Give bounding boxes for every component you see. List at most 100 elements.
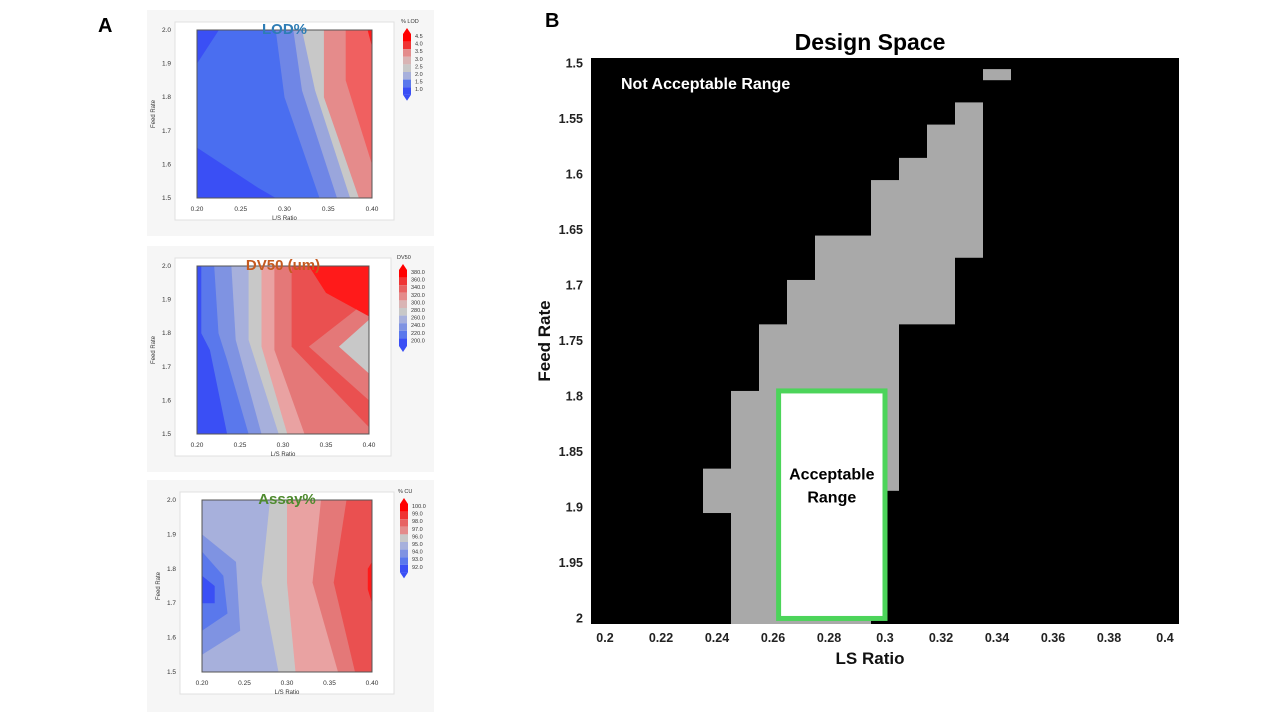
contour-band-3	[202, 575, 215, 604]
y-tick-label: 1.5	[167, 669, 176, 676]
legend-swatch	[400, 519, 408, 527]
legend-level-label: 2.0	[415, 72, 423, 78]
y-tick-label: 1.5	[162, 431, 171, 438]
assay-contour-svg: 0.20 0.25 0.30 0.35 0.40 1.5 1.6 1.7 1.8 1.9 2.0 L/…	[156, 489, 426, 696]
contour-bands	[197, 30, 372, 198]
x-axis-label: L/S Ratio	[271, 452, 296, 458]
legend-swatch	[400, 564, 408, 573]
x-axis-label: L/S Ratio	[272, 216, 297, 222]
x-tick-label: 0.26	[761, 631, 785, 645]
x-tick-label: 0.35	[320, 442, 333, 449]
legend-swatch	[400, 534, 408, 542]
x-tick-label: 0.25	[238, 680, 251, 687]
legend-swatch	[400, 504, 408, 512]
y-tick-label: 2.0	[167, 497, 176, 504]
x-tick-label: 0.36	[1041, 631, 1065, 645]
x-tick-label: 0.24	[705, 631, 729, 645]
legend-swatch	[399, 292, 407, 301]
y-tick-label: 1.8	[566, 389, 583, 403]
legend-title: % CU	[398, 489, 412, 495]
y-tick-label: 1.95	[559, 556, 583, 570]
grey-cell	[983, 69, 1011, 81]
y-tick-label: 1.75	[559, 334, 583, 348]
x-tick-label: 0.30	[277, 442, 290, 449]
y-tick-label: 1.6	[566, 168, 583, 182]
legend-top-arrow	[399, 264, 407, 270]
legend-swatch	[403, 72, 411, 80]
y-tick-label: 1.8	[162, 94, 171, 101]
x-tick-label: 0.40	[366, 680, 379, 687]
legend-level-label: 240.0	[411, 323, 425, 329]
grey-cell	[927, 124, 955, 325]
y-tick-label: 1.8	[162, 330, 171, 337]
legend-level-label: 97.0	[412, 527, 423, 533]
acceptable-label-line1: Acceptable	[789, 467, 874, 484]
x-tick-label: 0.38	[1097, 631, 1121, 645]
legend-swatch	[399, 338, 407, 346]
y-tick-label: 1.7	[162, 128, 171, 135]
x-axis-label: LS Ratio	[836, 649, 905, 668]
x-tick-label: 0.34	[985, 631, 1009, 645]
legend-level-label: 360.0	[411, 278, 425, 284]
contour-band-7	[345, 30, 372, 165]
legend-swatch	[403, 64, 411, 72]
panel-label-b: B	[545, 10, 560, 32]
legend-level-label: 340.0	[411, 285, 425, 291]
legend-level-label: 1.0	[415, 87, 423, 93]
y-tick-label: 2.0	[162, 263, 171, 270]
x-tick-label: 0.22	[649, 631, 673, 645]
x-tick-label: 0.2	[596, 631, 613, 645]
x-tick-label: 0.30	[278, 206, 291, 213]
plot-border	[196, 29, 373, 199]
x-tick-label: 0.30	[281, 680, 294, 687]
y-axis-label: Feed Rate	[535, 300, 554, 381]
grey-cell	[899, 157, 927, 325]
y-tick-label: 1.6	[162, 161, 171, 168]
y-tick-label: 1.7	[167, 600, 176, 607]
contour-bands	[197, 266, 369, 434]
y-tick-label: 1.8	[167, 566, 176, 573]
legend-title: DV50	[397, 255, 411, 261]
design-space-chart: Not Acceptable Range Acceptable Range Desig…	[535, 29, 1179, 668]
legend-level-label: 92.0	[412, 565, 423, 571]
legend-bottom-arrow	[399, 346, 407, 352]
y-tick-label: 1.7	[566, 279, 583, 293]
legend-level-label: 4.5	[415, 34, 423, 40]
contour-band-7	[333, 500, 372, 672]
y-tick-label: 1.6	[162, 397, 171, 404]
legend-level-label: 3.0	[415, 57, 423, 63]
plot-border	[201, 499, 373, 673]
x-tick-label: 0.28	[817, 631, 841, 645]
not-acceptable-label: Not Acceptable Range	[621, 76, 790, 93]
contour-band-1	[197, 147, 276, 198]
legend-level-label: 200.0	[411, 338, 425, 344]
x-tick-label: 0.25	[234, 206, 247, 213]
legend-swatch	[399, 323, 407, 331]
legend-swatch	[399, 315, 407, 324]
panel-label-a: A	[98, 15, 113, 37]
legend-bottom-arrow	[400, 572, 408, 579]
chart-title: DV50 (um)	[246, 257, 320, 274]
y-tick-label: 1.9	[162, 297, 171, 304]
x-tick-label: 0.4	[1156, 631, 1173, 645]
legend-swatch	[399, 330, 407, 339]
legend-level-label: 99.0	[412, 512, 423, 518]
y-axis-label: Feed Rate	[156, 571, 162, 600]
x-tick-label: 0.20	[191, 206, 204, 213]
x-tick-label: 0.32	[929, 631, 953, 645]
assay-contour-chart: 0.20 0.25 0.30 0.35 0.40 1.5 1.6 1.7 1.8 1.9 2.0 L/…	[147, 480, 434, 712]
acceptable-region	[776, 388, 888, 621]
legend-swatch	[400, 511, 408, 520]
grey-cell	[955, 102, 983, 258]
legend-level-label: 95.0	[412, 542, 423, 548]
y-tick-label: 1.55	[559, 112, 583, 126]
y-tick-label: 1.9	[566, 500, 583, 514]
legend-swatch	[400, 549, 408, 558]
chart-title: Assay%	[258, 491, 316, 508]
legend-swatch	[399, 285, 407, 293]
dv50-contour-svg: 0.20 0.25 0.30 0.35 0.40 1.5 1.6 1.7 1.8 1.9 2.0 L/…	[151, 255, 425, 458]
legend-level-label: 98.0	[412, 519, 423, 525]
y-tick-label: 1.6	[167, 635, 176, 642]
legend-top-arrow	[403, 28, 411, 34]
acceptable-label-line2: Range	[807, 490, 856, 507]
